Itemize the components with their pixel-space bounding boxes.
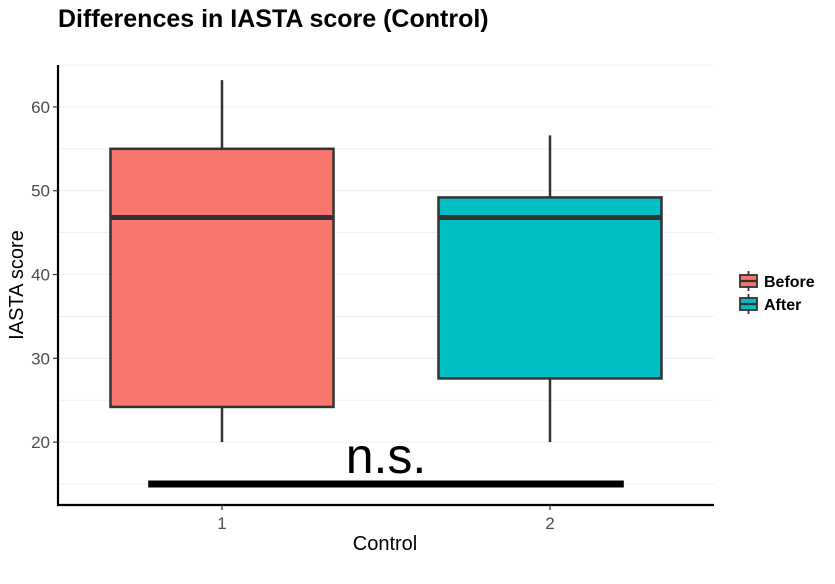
box-before (109, 80, 335, 443)
x-axis-label: Control (353, 533, 417, 555)
legend-item-before: Before (739, 271, 815, 291)
box-after (437, 135, 663, 443)
legend-label: After (764, 297, 801, 314)
y-tick-label: 30 (31, 349, 50, 368)
chart-title: Differences in IASTA score (Control) (58, 5, 489, 33)
y-axis-label: IASTA score (6, 230, 28, 340)
significance-label: n.s. (346, 428, 427, 484)
y-ticks: 20 30 40 50 60 (31, 98, 58, 452)
y-tick-label: 50 (31, 182, 50, 201)
box-iqr (437, 196, 663, 380)
box-iqr (109, 147, 335, 409)
axes (56, 65, 714, 507)
legend-label: Before (764, 274, 815, 291)
y-tick-label: 60 (31, 98, 50, 117)
legend: Before After (739, 271, 815, 314)
x-tick-label: 2 (545, 514, 554, 533)
y-tick-label: 40 (31, 266, 50, 285)
significance-annotation: n.s. (148, 428, 624, 488)
y-tick-label: 20 (31, 433, 50, 452)
boxes (109, 80, 663, 443)
x-tick-label: 1 (217, 514, 226, 533)
legend-item-after: After (739, 294, 801, 314)
